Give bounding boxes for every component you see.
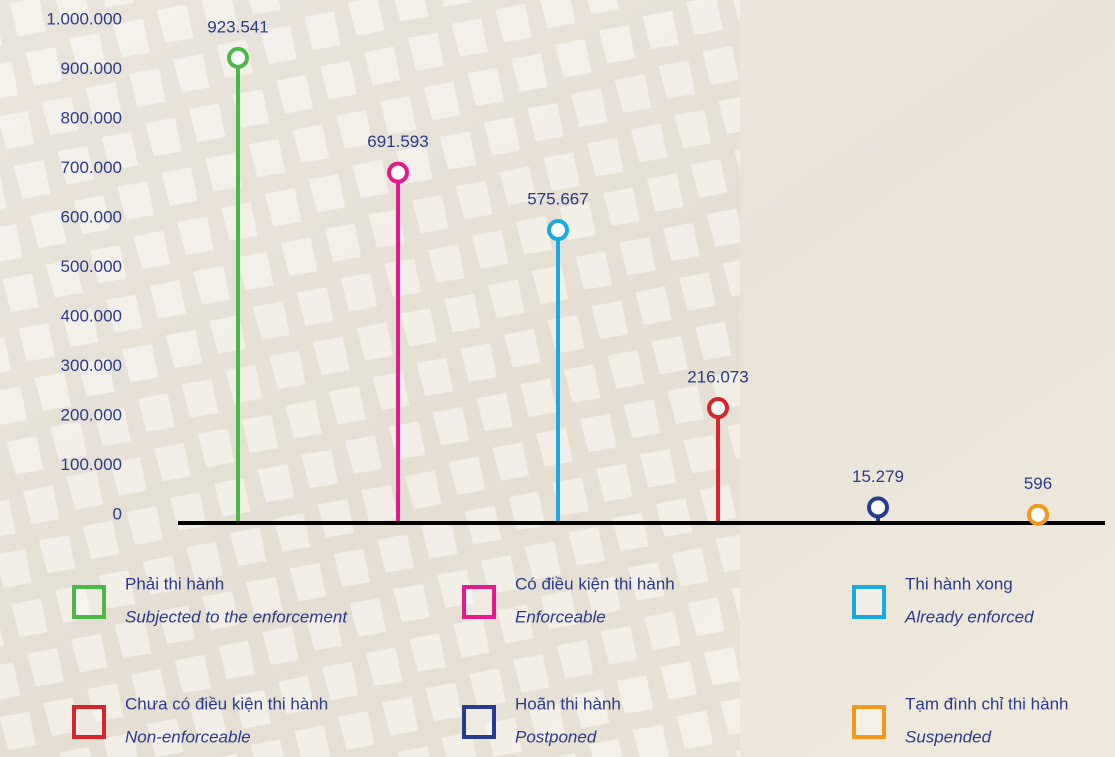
legend-label: Chưa có điều kiện thi hành — [125, 694, 328, 713]
value-label: 575.667 — [527, 190, 588, 209]
legend-swatch — [462, 585, 496, 619]
y-tick-label: 800.000 — [61, 108, 122, 127]
y-tick-label: 500.000 — [61, 257, 122, 276]
legend-label: Hoãn thi hành — [515, 694, 621, 713]
background-mesh — [0, 0, 740, 757]
legend-label: Phải thi hành — [125, 574, 224, 593]
legend-label: Thi hành xong — [905, 574, 1013, 593]
y-tick-label: 900.000 — [61, 59, 122, 78]
marker — [227, 46, 249, 69]
marker — [867, 496, 889, 519]
y-tick-label: 400.000 — [61, 306, 122, 325]
legend-label: Có điều kiện thi hành — [515, 574, 675, 593]
legend-swatch — [72, 705, 106, 739]
legend-label-en: Already enforced — [904, 607, 1034, 626]
legend-label-en: Postponed — [515, 727, 597, 746]
legend-label: Tạm đình chỉ thi hành — [905, 694, 1068, 713]
y-tick-label: 100.000 — [61, 455, 122, 474]
y-tick-label: 300.000 — [61, 356, 122, 375]
y-tick-label: 200.000 — [61, 405, 122, 424]
y-tick-label: 600.000 — [61, 207, 122, 226]
value-label: 216.073 — [687, 368, 748, 387]
legend-label-en: Non-enforceable — [125, 727, 251, 746]
y-tick-label: 0 — [113, 504, 122, 523]
legend-swatch — [462, 705, 496, 739]
y-tick-label: 1.000.000 — [46, 9, 122, 28]
marker — [547, 219, 569, 242]
value-label: 923.541 — [207, 17, 268, 36]
marker — [1027, 503, 1049, 526]
value-label: 15.279 — [852, 467, 904, 486]
value-label: 596 — [1024, 474, 1052, 493]
legend-swatch — [852, 705, 886, 739]
value-label: 691.593 — [367, 132, 428, 151]
legend-label-en: Suspended — [905, 727, 992, 746]
marker — [707, 397, 729, 420]
legend-swatch — [72, 585, 106, 619]
y-tick-label: 700.000 — [61, 158, 122, 177]
legend-swatch — [852, 585, 886, 619]
legend-label-en: Enforceable — [515, 607, 606, 626]
legend-label-en: Subjected to the enforcement — [125, 607, 348, 626]
marker — [387, 161, 409, 184]
